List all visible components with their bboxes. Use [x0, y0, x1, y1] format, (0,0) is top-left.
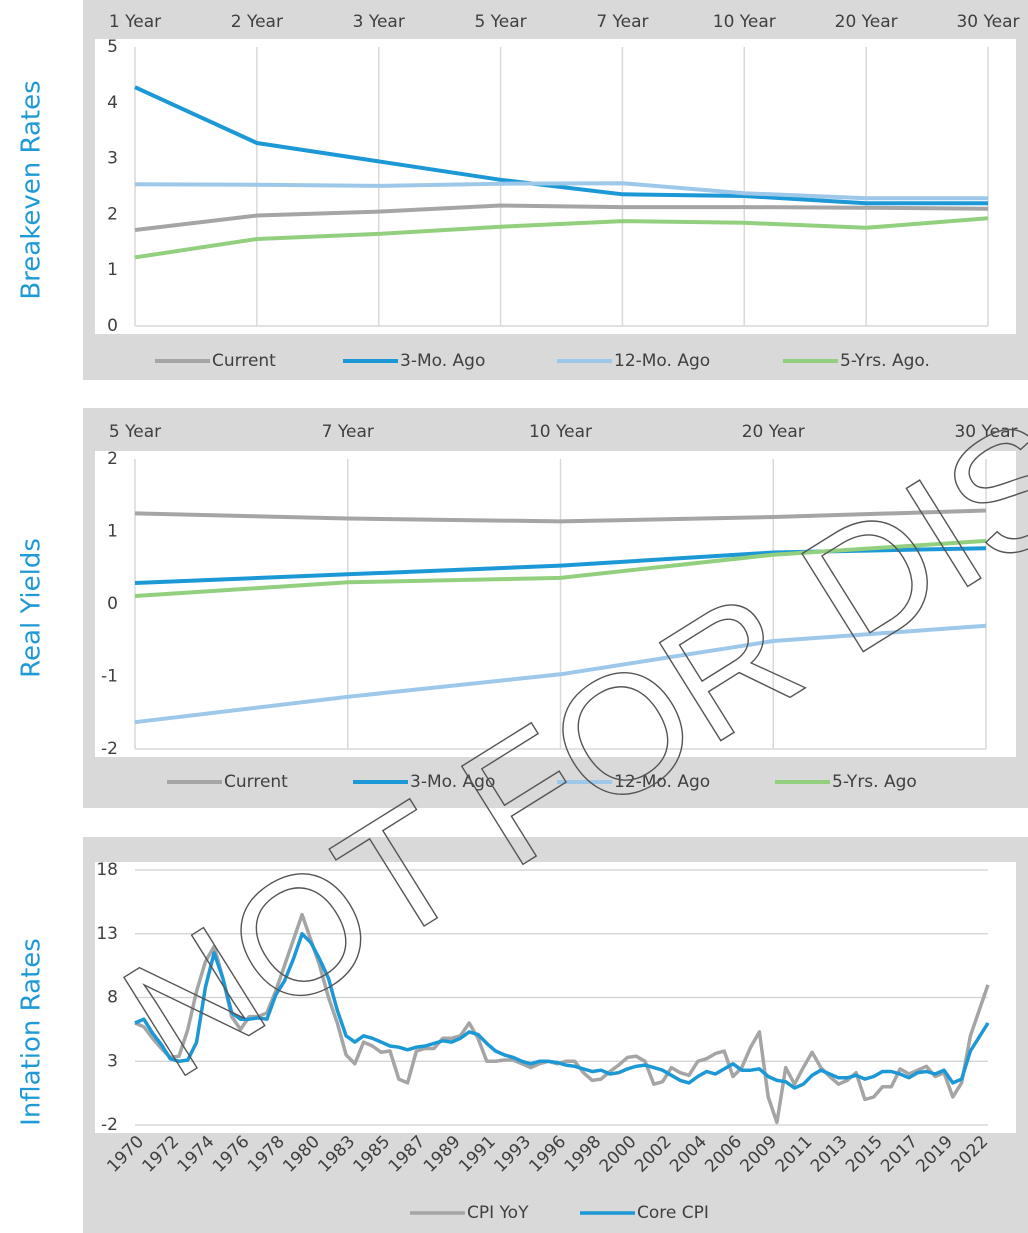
- series-line: [134, 932, 990, 1090]
- axis-title: Inflation Rates: [17, 938, 47, 1126]
- x-tick-label: 20 Year: [835, 12, 898, 32]
- legend-label: 3-Mo. Ago: [400, 351, 485, 371]
- x-tick-label: 30 Year: [956, 12, 1019, 32]
- x-tick-label: 3 Year: [353, 12, 405, 32]
- y-tick-label: -2: [101, 1115, 118, 1135]
- series-line: [134, 216, 989, 260]
- y-tick-label: 2: [107, 449, 118, 469]
- legend-label: Current: [224, 772, 288, 792]
- legend-label: Current: [212, 351, 276, 371]
- x-tick-label: 1 Year: [109, 12, 161, 32]
- y-tick-label: -2: [101, 739, 118, 759]
- plot-area: [95, 451, 1016, 757]
- axis-title: Real Yields: [17, 538, 47, 678]
- legend-label: 12-Mo. Ago: [614, 351, 710, 371]
- legend-label: 5-Yrs. Ago: [832, 772, 917, 792]
- series-line: [134, 203, 989, 232]
- axis-title: Breakeven Rates: [17, 80, 47, 299]
- x-tick-label: 30 Year: [954, 422, 1017, 442]
- series-line: [134, 85, 988, 206]
- y-tick-label: 1: [107, 260, 118, 280]
- x-tick-label: 10 Year: [713, 12, 776, 32]
- y-tick-label: 3: [107, 1051, 118, 1071]
- x-tick-label: 5 Year: [474, 12, 526, 32]
- x-tick-label: 10 Year: [529, 422, 592, 442]
- y-tick-label: -1: [101, 667, 118, 687]
- y-tick-label: 5: [107, 37, 118, 57]
- legend-label: Core CPI: [637, 1203, 709, 1223]
- series-line: [134, 623, 987, 725]
- legend-label: 3-Mo. Ago: [410, 772, 495, 792]
- y-tick-label: 1: [107, 522, 118, 542]
- y-tick-label: 0: [107, 594, 118, 614]
- x-tick-label: 5 Year: [109, 422, 161, 442]
- legend-label: 12-Mo. Ago: [614, 772, 710, 792]
- charts: Breakeven Rates 0 1 2 3 4 5 1 Year 2 Year 3 Year 5…: [17, 0, 1028, 1233]
- x-tick-label: 2 Year: [231, 12, 283, 32]
- legend-label: CPI YoY: [467, 1203, 529, 1223]
- y-tick-label: 18: [96, 860, 118, 880]
- y-tick-label: 8: [107, 988, 118, 1008]
- x-tick-label: 7 Year: [596, 12, 648, 32]
- x-tick-label: 20 Year: [742, 422, 805, 442]
- x-tick-label: 7 Year: [322, 422, 374, 442]
- y-tick-label: 4: [107, 93, 118, 113]
- series-line: [134, 181, 988, 201]
- series-line: [134, 538, 987, 598]
- y-tick-label: 13: [96, 924, 118, 944]
- legend-label: 5-Yrs. Ago.: [840, 351, 930, 371]
- series-line: [134, 508, 987, 524]
- y-tick-label: 2: [107, 204, 118, 224]
- y-tick-label: 3: [107, 149, 118, 169]
- y-tick-label: 0: [107, 316, 118, 336]
